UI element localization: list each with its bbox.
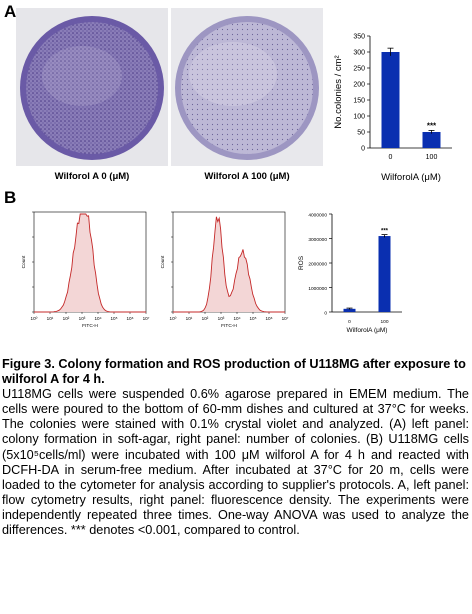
- flow-histogram-control: 10⁰ 10¹ 10² 10³ 10⁴ 10⁵ 10⁶ 10⁷ FITC-H Count: [21, 211, 150, 329]
- x-tick-label: 10⁴: [94, 316, 101, 321]
- significance-label: ***: [427, 121, 437, 130]
- x-tick-label: 100: [380, 319, 388, 325]
- bar: [422, 132, 441, 148]
- x-axis-label: FITC-H: [221, 323, 237, 329]
- panel-a-letter: A: [4, 2, 17, 21]
- colony-count-chart: 0 50 100 150 200 250 300 350 0 100 *** No.colonies …: [333, 34, 452, 183]
- dish-control-image: [20, 16, 164, 160]
- x-tick-label: 10³: [218, 316, 225, 321]
- panel-b-letter: B: [4, 188, 17, 207]
- bar: [381, 52, 400, 148]
- x-tick-label: 10⁰: [31, 316, 38, 321]
- y-tick-label: 300: [353, 50, 365, 57]
- histogram-trace: [34, 213, 146, 313]
- colony-dish-treated: [171, 8, 323, 166]
- histogram-fill: [34, 214, 146, 312]
- colony-dish-control: [16, 8, 168, 166]
- ros-chart: 0 1000000 2000000 3000000 4000000 0 100 *** ROS W…: [298, 213, 402, 334]
- x-tick-label: 10⁰: [170, 316, 177, 321]
- x-tick-label: 10⁴: [233, 316, 240, 321]
- y-tick-label: 200: [353, 82, 365, 89]
- figure-caption: Figure 3. Colony formation and ROS produ…: [2, 357, 469, 538]
- x-tick-label: 10¹: [186, 316, 193, 321]
- y-axis-label: Count: [21, 255, 27, 268]
- x-tick-label: 10⁵: [249, 316, 256, 321]
- x-tick-label: 10³: [79, 316, 86, 321]
- dish-label-control: Wilforol A 0 (μM): [54, 171, 130, 182]
- y-axis-label: ROS: [298, 255, 305, 270]
- significance-label: ***: [381, 229, 389, 235]
- histogram-trace: [173, 216, 285, 313]
- x-tick-label: 10⁷: [143, 316, 150, 321]
- flow-histogram-treated: 10⁰ 10¹ 10² 10³ 10⁴ 10⁵ 10⁶ 10⁷ FITC-H Count: [160, 211, 289, 329]
- dish-label-treated: Wilforol A 100 (μM): [204, 171, 290, 182]
- y-tick-label: 1000000: [308, 286, 327, 292]
- x-axis-label: FITC-H: [82, 323, 98, 329]
- x-tick-label: 10¹: [47, 316, 54, 321]
- x-tick-label: 0: [389, 154, 393, 161]
- y-axis-label: Count: [160, 255, 166, 268]
- x-tick-label: 10⁷: [282, 316, 289, 321]
- y-tick-label: 50: [357, 130, 365, 137]
- x-tick-label: 100: [426, 154, 438, 161]
- y-tick-label: 2000000: [308, 262, 327, 268]
- x-tick-label: 10⁶: [126, 316, 133, 321]
- y-tick-label: 0: [324, 311, 327, 317]
- bar: [378, 236, 391, 312]
- x-tick-label: 10²: [63, 316, 70, 321]
- x-tick-label: 0: [348, 319, 351, 325]
- x-axis-label: WilforolA (μM): [347, 327, 388, 334]
- bar: [343, 308, 356, 312]
- y-tick-label: 150: [353, 98, 365, 105]
- y-tick-label: 4000000: [308, 213, 327, 219]
- y-tick-label: 0: [361, 146, 365, 153]
- dish-treated-image: [175, 16, 319, 160]
- caption-body: U118MG cells were suspended 0.6% agarose…: [2, 387, 469, 538]
- x-tick-label: 10²: [202, 316, 209, 321]
- y-axis-label: No.colonies / cm²: [333, 55, 344, 128]
- x-tick-label: 10⁵: [110, 316, 117, 321]
- x-tick-label: 10⁶: [265, 316, 272, 321]
- caption-title: Figure 3. Colony formation and ROS produ…: [2, 357, 466, 387]
- histogram-fill: [173, 216, 285, 312]
- x-axis-label: WilforolA (μM): [381, 172, 441, 183]
- y-tick-label: 3000000: [308, 237, 327, 243]
- y-tick-label: 250: [353, 66, 365, 73]
- y-tick-label: 350: [353, 34, 365, 41]
- y-tick-label: 100: [353, 114, 365, 121]
